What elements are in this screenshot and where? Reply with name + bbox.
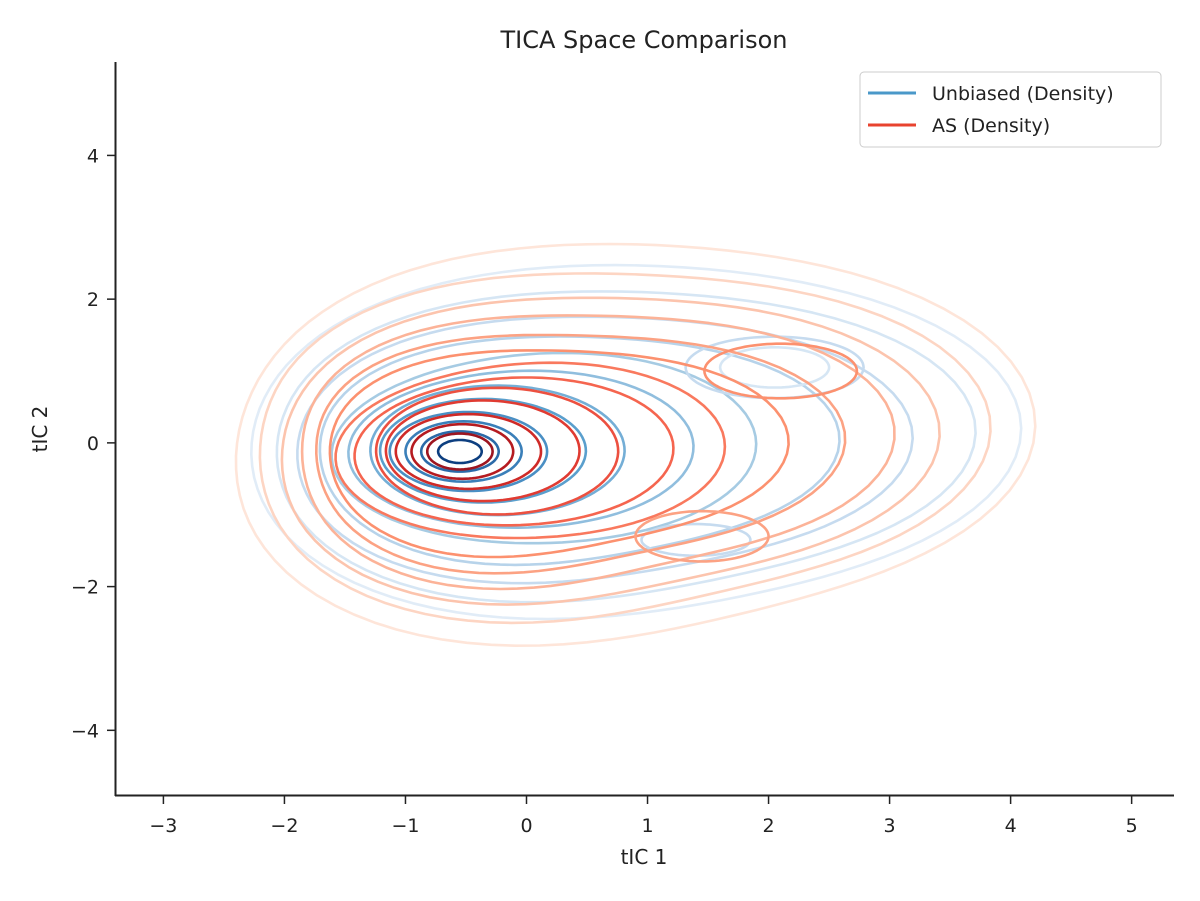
as-contour bbox=[258, 272, 992, 625]
as-contour bbox=[634, 509, 770, 563]
x-tick-label: −3 bbox=[149, 815, 177, 837]
density-contours bbox=[234, 242, 1037, 647]
as-contour bbox=[328, 349, 790, 559]
as-contour bbox=[394, 412, 543, 491]
as-contour bbox=[280, 296, 941, 606]
legend: Unbiased (Density) AS (Density) bbox=[859, 71, 1162, 148]
x-tick-label: 2 bbox=[763, 815, 775, 837]
as-contour bbox=[234, 242, 1037, 647]
chart-title: TICA Space Comparison bbox=[499, 26, 787, 54]
as-contour bbox=[703, 342, 859, 400]
y-ticks: −4 −2 0 2 4 bbox=[71, 145, 115, 742]
as-contour bbox=[315, 333, 847, 575]
legend-label-unbiased: Unbiased (Density) bbox=[932, 83, 1114, 105]
unbiased-contour bbox=[347, 369, 695, 529]
unbiased-contour bbox=[640, 522, 752, 557]
legend-label-as: AS (Density) bbox=[932, 115, 1050, 137]
unbiased-contour bbox=[250, 263, 1023, 621]
as-contour bbox=[334, 361, 727, 540]
x-axis-title: tIC 1 bbox=[621, 845, 668, 869]
as-contour bbox=[426, 432, 494, 471]
unbiased-contour bbox=[378, 397, 588, 504]
unbiased-contour bbox=[330, 351, 758, 545]
unbiased-contour bbox=[369, 384, 626, 517]
y-tick-label: −2 bbox=[71, 577, 99, 599]
x-tick-label: 1 bbox=[641, 815, 653, 837]
x-tick-label: 5 bbox=[1126, 815, 1138, 837]
y-tick-label: 4 bbox=[87, 145, 99, 167]
unbiased-contour bbox=[388, 410, 549, 493]
unbiased-contour bbox=[419, 430, 500, 473]
x-tick-label: 4 bbox=[1005, 815, 1017, 837]
unbiased-contour bbox=[318, 335, 841, 567]
unbiased-contour bbox=[436, 438, 483, 465]
unbiased-contour bbox=[718, 346, 831, 389]
as-contour bbox=[300, 314, 896, 591]
x-tick-label: −2 bbox=[270, 815, 298, 837]
y-tick-label: −4 bbox=[71, 720, 99, 742]
unbiased-contour bbox=[275, 290, 977, 604]
unbiased-contour bbox=[404, 420, 523, 483]
x-tick-label: 3 bbox=[884, 815, 896, 837]
as-contour bbox=[353, 376, 675, 527]
as-contour bbox=[374, 386, 620, 516]
y-axis-title: tIC 2 bbox=[28, 406, 52, 453]
legend-box bbox=[859, 71, 1162, 148]
x-tick-label: −1 bbox=[391, 815, 419, 837]
y-tick-label: 2 bbox=[87, 289, 99, 311]
x-ticks: −3 −2 −1 0 1 2 3 4 5 bbox=[149, 796, 1138, 837]
axes bbox=[114, 62, 1174, 797]
as-contour bbox=[410, 422, 515, 481]
as-contour bbox=[384, 399, 581, 503]
y-tick-label: 0 bbox=[87, 433, 99, 455]
x-tick-label: 0 bbox=[520, 815, 532, 837]
